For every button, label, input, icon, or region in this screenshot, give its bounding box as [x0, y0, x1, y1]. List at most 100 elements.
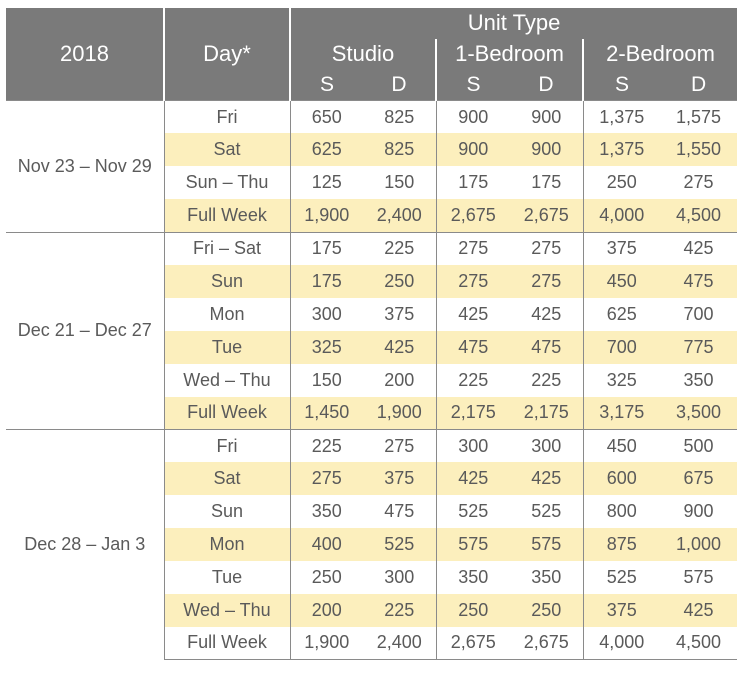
points-cell: 1,575: [660, 100, 738, 134]
points-cell: 425: [363, 330, 436, 364]
points-cell: 250: [363, 264, 436, 298]
table-row: Tue 250 300 350 350 525 575: [6, 560, 737, 594]
unit-1-bedroom-header: 1-Bedroom: [435, 38, 583, 70]
points-cell: 300: [435, 428, 510, 463]
day-cell: Sat: [164, 133, 291, 167]
points-cell: 1,900: [290, 199, 363, 233]
points-cell: 525: [582, 560, 660, 594]
points-cell: 875: [582, 528, 660, 561]
points-cell: 475: [510, 330, 583, 364]
day-cell: Full Week: [164, 396, 291, 430]
points-cell: 525: [435, 495, 510, 529]
points-cell: 425: [435, 462, 510, 496]
points-cell: 1,000: [660, 528, 738, 561]
points-cell: 2,675: [510, 199, 583, 233]
unit-studio-header: Studio: [289, 38, 436, 70]
day-cell: Sun: [164, 495, 291, 529]
points-cell: 500: [660, 428, 738, 463]
points-cell: 350: [311, 501, 342, 522]
points-cell: 125: [311, 172, 342, 193]
points-cell: 300: [510, 428, 583, 463]
points-cell: 900: [510, 133, 583, 167]
table-row: Sun – Thu 125 150 175 175 250 275: [6, 166, 737, 200]
points-cell: 2,400: [363, 199, 436, 233]
points-cell: 375: [582, 231, 660, 265]
sub-header-d: D: [510, 69, 583, 102]
points-cell: 400: [290, 528, 363, 561]
points-cell: 650: [290, 100, 363, 134]
points-cell: 4,500: [660, 626, 738, 661]
points-cell: 375: [384, 303, 415, 324]
points-cell: 1,450: [290, 396, 363, 430]
points-cell: 425: [510, 462, 583, 496]
points-cell: 275: [363, 428, 436, 463]
points-cell: 900: [510, 100, 583, 134]
points-cell: 250: [510, 593, 583, 627]
sub-header-s: S: [289, 69, 363, 102]
points-cell: 225: [290, 428, 363, 463]
day-cell: Sun – Thu: [164, 166, 291, 200]
points-cell: 2,175: [510, 396, 583, 430]
points-cell: 150: [384, 172, 415, 193]
points-cell: 250: [582, 166, 660, 200]
points-cell: 375: [582, 593, 660, 627]
points-cell: 700: [683, 303, 714, 324]
points-cell: 525: [531, 501, 562, 522]
points-cell: 1,550: [660, 133, 738, 167]
points-cell: 175: [290, 231, 363, 265]
points-cell: 575: [510, 528, 583, 561]
points-cell: 150: [311, 369, 342, 390]
points-cell: 350: [435, 560, 510, 594]
table-row: Full Week 1,900 2,400 2,675 2,675 4,000 4,500: [6, 626, 738, 661]
points-cell: 2,675: [435, 626, 510, 661]
points-cell: 425: [531, 303, 562, 324]
points-cell: 825: [363, 133, 436, 167]
points-cell: 600: [582, 462, 660, 496]
day-cell: Wed – Thu: [164, 593, 291, 627]
table-header: 2018 Day* Unit Type Studio 1-Bedroom 2-B…: [6, 8, 738, 102]
points-cell: 450: [582, 428, 660, 463]
points-cell: 325: [290, 330, 363, 364]
points-cell: 275: [683, 172, 714, 193]
table-row: Full Week 1,450 1,900 2,175 2,175 3,175 3,500: [6, 396, 738, 430]
points-cell: 425: [660, 593, 738, 627]
day-cell: Mon: [164, 297, 291, 331]
points-cell: 425: [435, 297, 510, 331]
sub-header-d: D: [363, 69, 436, 102]
points-cell: 4,000: [582, 199, 660, 233]
table-row: Sat 625 825 900 900 1,375 1,550: [6, 133, 738, 167]
points-cell: 2,400: [363, 626, 436, 661]
period-cell: Dec 28 – Jan 3: [6, 428, 165, 660]
points-cell: 3,500: [660, 396, 738, 430]
points-cell: 350: [683, 369, 714, 390]
points-cell: 475: [435, 330, 510, 364]
points-cell: 225: [363, 231, 436, 265]
points-cell: 825: [363, 100, 436, 134]
points-cell: 4,000: [582, 626, 660, 661]
points-cell: 475: [384, 501, 415, 522]
day-cell: Tue: [164, 560, 291, 594]
points-cell: 1,375: [582, 133, 660, 167]
table-row: Mon 400 525 575 575 875 1,000: [6, 528, 738, 561]
points-cell: 275: [435, 231, 510, 265]
table-row: Sun 350 475 525 525 800 900: [6, 495, 737, 529]
day-cell: Mon: [164, 528, 291, 561]
day-cell: Tue: [164, 330, 291, 364]
points-cell: 425: [660, 231, 738, 265]
points-cell: 1,900: [363, 396, 436, 430]
points-cell: 575: [683, 566, 714, 587]
day-header: Day*: [163, 8, 290, 101]
points-cell: 2,675: [435, 199, 510, 233]
sub-header-s: S: [582, 69, 660, 102]
points-cell: 350: [531, 566, 562, 587]
points-cell: 2,175: [435, 396, 510, 430]
day-cell: Wed – Thu: [164, 363, 291, 397]
points-cell: 625: [582, 297, 660, 331]
points-cell: 300: [384, 566, 415, 587]
points-cell: 3,175: [582, 396, 660, 430]
table-row: Sat 275 375 425 425 600 675: [6, 462, 738, 496]
points-cell: 200: [384, 369, 415, 390]
points-cell: 475: [660, 264, 738, 298]
day-cell: Sat: [164, 462, 291, 496]
points-cell: 4,500: [660, 199, 738, 233]
